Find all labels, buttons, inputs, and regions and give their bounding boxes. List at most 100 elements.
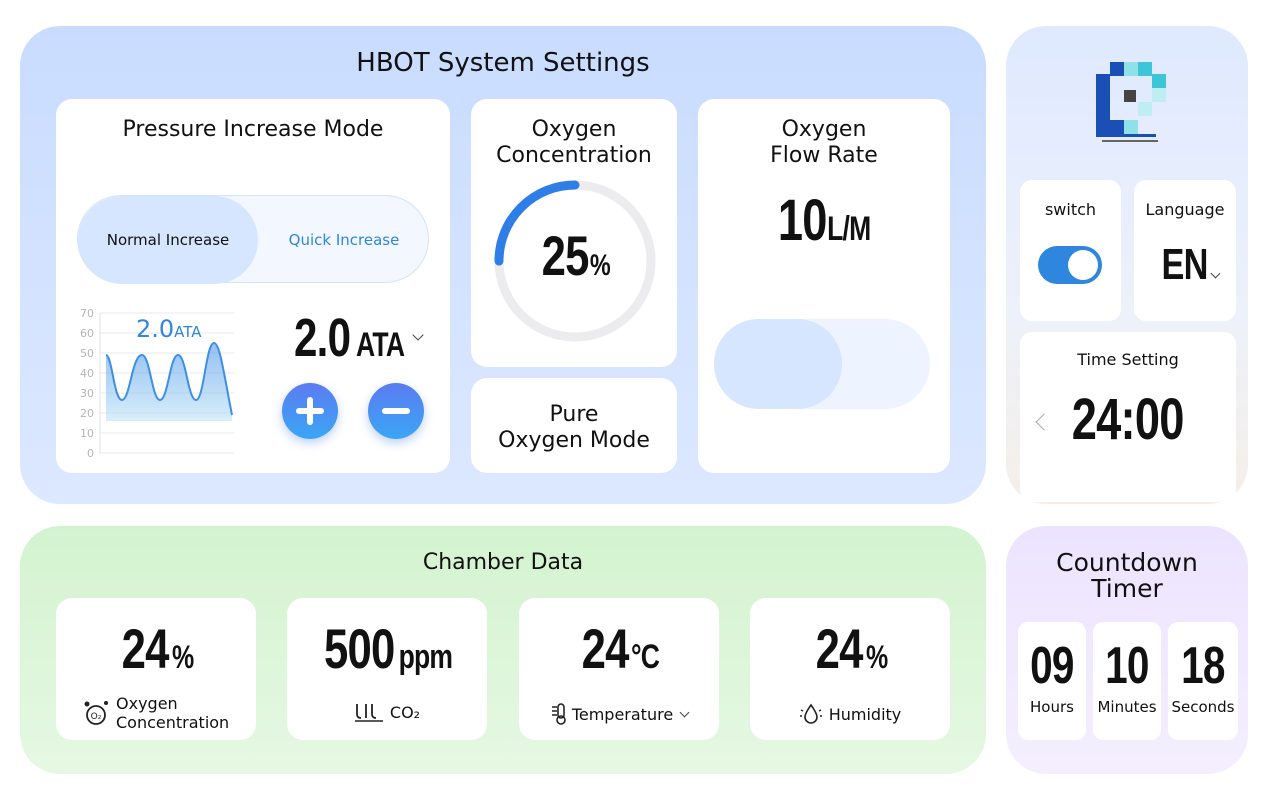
svg-text:O₂: O₂ bbox=[91, 712, 102, 722]
countdown-hours-value: 09 bbox=[1030, 637, 1074, 695]
settings-title: HBOT System Settings bbox=[356, 48, 650, 78]
flow-rate-title-line1: Oxygen bbox=[781, 117, 867, 142]
chamber-humidity-label-row: Humidity bbox=[750, 702, 950, 726]
countdown-title-line1: Countdown bbox=[1056, 548, 1198, 577]
oxygen-concentration-gauge bbox=[494, 180, 656, 342]
language-label: Language bbox=[1145, 200, 1225, 219]
chamber-oxygen-unit: % bbox=[172, 639, 194, 675]
chamber-humidity-card: 24% Humidity bbox=[750, 598, 950, 740]
pressure-value: 2.0 bbox=[294, 308, 351, 368]
countdown-seconds-label: Seconds bbox=[1171, 698, 1235, 716]
mode-quick-button[interactable]: Quick Increase bbox=[288, 231, 400, 249]
chamber-co2-unit: ppm bbox=[398, 638, 453, 676]
chamber-data-panel: Chamber Data 24% O₂ Oxygen Concentration… bbox=[20, 526, 986, 774]
y-tick-label: 30 bbox=[80, 387, 94, 400]
oxygen-concentration-card: Oxygen Concentration 25% bbox=[471, 99, 677, 367]
pure-oxygen-title-line2: Oxygen Mode bbox=[498, 428, 650, 453]
flow-rate-card: Oxygen Flow Rate 10L/M bbox=[698, 99, 950, 473]
chamber-oxygen-label: Oxygen Concentration bbox=[116, 694, 230, 732]
mode-normal-button[interactable]: Normal Increase bbox=[78, 196, 258, 284]
flow-rate-slider-fill[interactable] bbox=[714, 319, 842, 409]
flow-rate-title-line2: Flow Rate bbox=[770, 143, 878, 168]
chamber-temperature-label: Temperature bbox=[571, 704, 674, 724]
switch-knob bbox=[1068, 250, 1098, 280]
pressure-title: Pressure Increase Mode bbox=[122, 117, 384, 142]
chamber-oxygen-label-row: O₂ Oxygen Concentration bbox=[82, 694, 236, 732]
chamber-temperature-card: 24°C Temperature bbox=[519, 598, 719, 740]
settings-panel: HBOT System Settings Pressure Increase M… bbox=[20, 26, 986, 504]
chamber-temperature-label-row[interactable]: Temperature bbox=[519, 702, 719, 726]
pressure-increase-button[interactable] bbox=[282, 383, 338, 439]
y-tick-label: 0 bbox=[87, 447, 94, 460]
chamber-oxygen-card: 24% O₂ Oxygen Concentration bbox=[56, 598, 256, 740]
co2-icon bbox=[354, 704, 383, 722]
pressure-card: Pressure Increase Mode Normal Increase Q… bbox=[56, 99, 450, 473]
pressure-mode-toggle[interactable]: Normal Increase Quick Increase bbox=[77, 195, 429, 284]
pressure-wave-chart: 70 60 50 40 30 20 10 0 bbox=[80, 307, 234, 460]
pressure-mini-unit: ATA bbox=[174, 323, 202, 341]
pressure-wave-line bbox=[105, 341, 233, 416]
chevron-down-icon bbox=[412, 329, 424, 341]
chamber-co2-value: 500 bbox=[324, 617, 395, 680]
chamber-co2-label: CO₂ bbox=[389, 702, 421, 722]
humidity-icon bbox=[799, 703, 822, 724]
pressure-mini-readout: 2.0ATA bbox=[136, 315, 202, 343]
time-setting-readout: 24:00 bbox=[1020, 386, 1236, 453]
y-tick-label: 50 bbox=[80, 347, 94, 360]
switch-label: switch bbox=[1044, 200, 1097, 219]
flow-rate-title: Oxygen Flow Rate bbox=[698, 117, 950, 169]
flow-rate-slider[interactable] bbox=[714, 319, 930, 409]
chamber-co2-readout: 500 ppm bbox=[287, 616, 487, 681]
pure-oxygen-mode-card[interactable]: Pure Oxygen Mode bbox=[471, 378, 677, 473]
pressure-decrease-button[interactable] bbox=[368, 383, 424, 439]
chamber-humidity-value: 24 bbox=[815, 617, 864, 680]
side-control-panel: switch Language EN Time Setting 24:00 bbox=[1006, 26, 1248, 504]
chamber-humidity-readout: 24% bbox=[750, 616, 950, 681]
time-setting-value[interactable]: 24:00 bbox=[1072, 387, 1185, 452]
oxygen-concentration-readout: 25% bbox=[471, 223, 677, 288]
oxygen-concentration-value: 25 bbox=[541, 224, 590, 287]
oxygen-concentration-unit: % bbox=[590, 249, 611, 282]
y-tick-label: 60 bbox=[80, 327, 94, 340]
power-switch-toggle[interactable] bbox=[1038, 246, 1102, 284]
pure-oxygen-title: Pure Oxygen Mode bbox=[471, 402, 677, 454]
flow-rate-unit: L/M bbox=[827, 210, 872, 248]
y-tick-label: 10 bbox=[80, 427, 94, 440]
countdown-minutes-label: Minutes bbox=[1097, 698, 1157, 716]
brand-logo-icon bbox=[1096, 62, 1166, 142]
countdown-hours-card: 09 Hours bbox=[1018, 622, 1086, 740]
oxygen-concentration-title-line1: Oxygen bbox=[531, 117, 617, 142]
countdown-seconds-card: 18 Seconds bbox=[1168, 622, 1238, 740]
pressure-value-dropdown[interactable]: 2.0 ATA bbox=[294, 307, 434, 368]
y-tick-label: 40 bbox=[80, 367, 94, 380]
oxygen-concentration-title-line2: Concentration bbox=[496, 143, 652, 168]
pressure-unit: ATA bbox=[356, 326, 405, 364]
y-tick-label: 70 bbox=[80, 307, 94, 320]
switch-card: switch bbox=[1020, 180, 1121, 321]
language-card[interactable]: Language EN bbox=[1134, 180, 1236, 321]
countdown-minutes-card: 10 Minutes bbox=[1093, 622, 1161, 740]
countdown-hours-label: Hours bbox=[1030, 698, 1074, 716]
chevron-down-icon[interactable] bbox=[679, 707, 690, 717]
pressure-mini-value: 2.0 bbox=[136, 315, 175, 343]
time-setting-label: Time Setting bbox=[1077, 350, 1179, 369]
countdown-title: Countdown Timer bbox=[1006, 550, 1248, 602]
o2-icon: O₂ bbox=[84, 701, 108, 725]
language-value: EN bbox=[1161, 240, 1209, 289]
chamber-humidity-label: Humidity bbox=[828, 704, 902, 724]
chamber-co2-card: 500 ppm CO₂ bbox=[287, 598, 487, 740]
y-tick-label: 20 bbox=[80, 407, 94, 420]
countdown-seconds-value: 18 bbox=[1181, 637, 1225, 695]
chamber-temperature-readout: 24°C bbox=[519, 616, 719, 681]
pure-oxygen-title-line1: Pure bbox=[549, 402, 599, 427]
thermometer-icon bbox=[551, 703, 566, 725]
language-readout: EN bbox=[1134, 240, 1236, 290]
chamber-humidity-unit: % bbox=[866, 639, 888, 675]
countdown-panel: Countdown Timer 09 Hours 10 Minutes 18 S… bbox=[1006, 526, 1248, 774]
flow-rate-readout: 10L/M bbox=[698, 187, 950, 254]
chamber-co2-label-row: CO₂ bbox=[287, 702, 487, 722]
countdown-minutes-value: 10 bbox=[1105, 637, 1149, 695]
oxygen-concentration-title: Oxygen Concentration bbox=[471, 117, 677, 169]
chamber-oxygen-readout: 24% bbox=[56, 616, 256, 681]
gauge-progress-arc bbox=[494, 180, 656, 342]
